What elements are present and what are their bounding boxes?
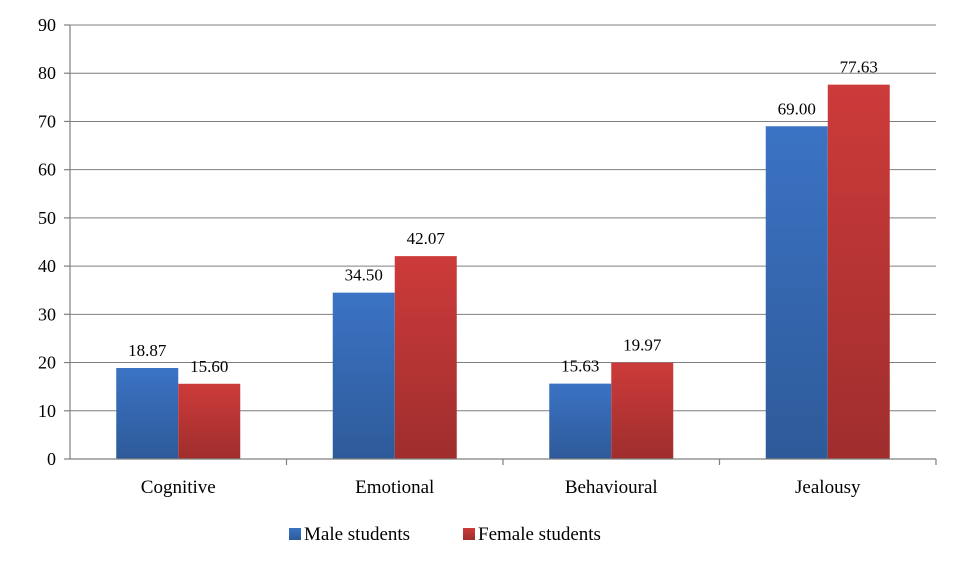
y-tick-label: 0: [47, 449, 56, 469]
data-label: 77.63: [840, 58, 878, 77]
data-labels: 18.87 15.60 34.50 42.07 15.63 19.97 69.00 77.63: [128, 58, 878, 376]
bar-jealousy-female: [827, 84, 890, 460]
data-label: 18.87: [128, 341, 167, 360]
data-label: 69.00: [778, 99, 816, 118]
y-tick-label: 20: [38, 353, 56, 373]
legend-label-female: Female students: [478, 524, 601, 545]
legend-label-male: Male students: [304, 524, 410, 545]
y-tick-label: 10: [38, 401, 56, 421]
y-axis-ticks: 0 10 20 30 40 50 60 70 80 90: [38, 15, 70, 469]
x-tick-label: Jealousy: [795, 477, 861, 498]
data-label: 15.60: [190, 357, 228, 376]
data-label: 15.63: [561, 357, 599, 376]
axes: [69, 25, 937, 465]
y-tick-label: 40: [38, 256, 56, 276]
legend-swatch-male: [289, 528, 301, 540]
y-tick-label: 30: [38, 304, 56, 324]
bar-cognitive-male: [116, 368, 179, 459]
bar-emotional-female: [394, 256, 457, 459]
bar-emotional-male: [332, 292, 395, 459]
bar-cognitive-female: [178, 383, 241, 459]
bar-behavioural-male: [549, 383, 612, 459]
x-tick-label: Emotional: [355, 477, 434, 498]
x-tick-label: Behavioural: [565, 477, 658, 498]
y-tick-label: 50: [38, 208, 56, 228]
gridlines: [70, 24, 936, 412]
bar-jealousy-male: [765, 126, 828, 460]
data-label: 42.07: [407, 229, 446, 248]
y-tick-label: 60: [38, 160, 56, 180]
bars: [116, 84, 890, 460]
data-label: 19.97: [623, 336, 662, 355]
x-tick-label: Cognitive: [141, 477, 216, 498]
legend-swatch-female: [463, 528, 475, 540]
y-tick-label: 80: [38, 63, 56, 83]
data-label: 34.50: [345, 266, 383, 285]
x-axis-labels: Cognitive Emotional Behavioural Jealousy: [141, 477, 861, 498]
legend: Male students Female students: [289, 524, 601, 545]
bar-behavioural-female: [611, 362, 674, 459]
y-tick-label: 70: [38, 111, 56, 131]
y-tick-label: 90: [38, 15, 56, 35]
